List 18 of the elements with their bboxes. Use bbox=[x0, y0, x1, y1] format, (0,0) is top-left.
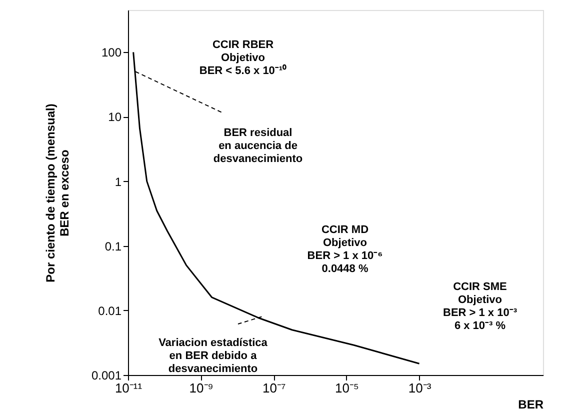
y-tick-label: 0.001 bbox=[91, 368, 122, 382]
x-tick-label: 10⁻¹¹ bbox=[114, 380, 143, 396]
x-tick-label: 10⁻³ bbox=[408, 380, 432, 396]
annotation: CCIR RBER Objetivo BER < 5.6 x 10⁻¹⁰ bbox=[199, 39, 287, 77]
annotation: CCIR MD Objetivo BER > 1 x 10⁻⁶ 0.0448 % bbox=[307, 224, 383, 275]
x-tick-label: 10⁻⁷ bbox=[262, 380, 286, 396]
x-axis-title: BER bbox=[518, 398, 544, 412]
y-tick-label: 0.1 bbox=[104, 239, 122, 254]
annotation: Variacion estadística en BER debido a desvanecimiento bbox=[158, 337, 268, 375]
y-tick-label: 100 bbox=[101, 46, 122, 60]
y-axis-title: Por ciento de tiempo (mensual) BER en exceso bbox=[43, 104, 72, 282]
y-tick-label: 0.01 bbox=[98, 304, 122, 318]
y-tick-label: 10 bbox=[108, 110, 122, 124]
x-tick-label: 10⁻⁹ bbox=[189, 380, 214, 396]
annotation: CCIR SME Objetivo BER > 1 x 10⁻³ 6 x 10⁻³ % bbox=[442, 281, 518, 332]
annotation: BER residual en aucencia de desvanecimiento bbox=[213, 127, 303, 165]
y-tick-label: 1 bbox=[114, 174, 122, 189]
x-tick-label: 10⁻⁵ bbox=[335, 380, 359, 396]
